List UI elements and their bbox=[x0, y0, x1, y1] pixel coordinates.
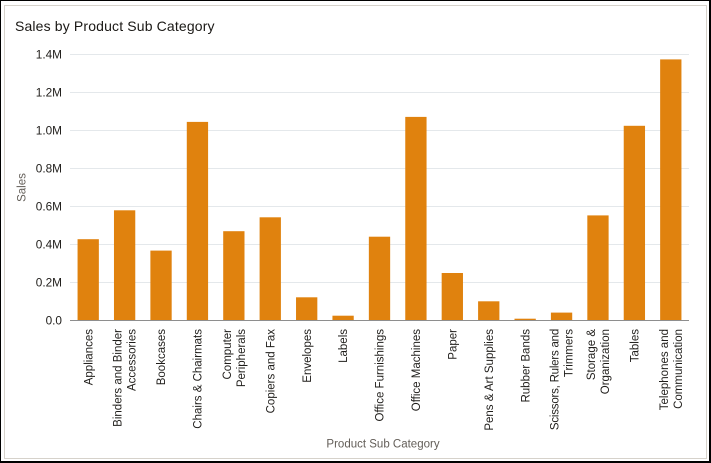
svg-text:Office Machines: Office Machines bbox=[411, 329, 423, 411]
svg-text:Copiers and Fax: Copiers and Fax bbox=[265, 329, 277, 414]
svg-text:Bookcases: Bookcases bbox=[156, 329, 168, 386]
svg-text:Office Furnishings: Office Furnishings bbox=[375, 329, 387, 422]
svg-text:Appliances: Appliances bbox=[83, 329, 95, 386]
svg-text:Tables: Tables bbox=[630, 329, 642, 362]
svg-text:Chairs & Chairmats: Chairs & Chairmats bbox=[193, 329, 205, 429]
svg-text:Sales by Product Sub Category: Sales by Product Sub Category bbox=[15, 18, 215, 34]
svg-text:Storage &Organization: Storage & Organization bbox=[586, 329, 612, 395]
svg-text:Paper: Paper bbox=[447, 329, 459, 360]
svg-text:Sales: Sales bbox=[17, 173, 29, 202]
svg-text:1.4M: 1.4M bbox=[36, 47, 62, 61]
svg-text:Labels: Labels bbox=[338, 329, 350, 363]
svg-text:Rubber Bands: Rubber Bands bbox=[520, 329, 532, 403]
svg-text:0.2M: 0.2M bbox=[36, 275, 62, 289]
svg-text:Product Sub Category: Product Sub Category bbox=[326, 439, 439, 451]
svg-text:0.8M: 0.8M bbox=[36, 161, 62, 175]
svg-text:1.2M: 1.2M bbox=[36, 85, 62, 99]
svg-text:0.6M: 0.6M bbox=[36, 199, 62, 213]
svg-text:0.0: 0.0 bbox=[46, 313, 63, 327]
svg-text:1.0M: 1.0M bbox=[36, 123, 62, 137]
svg-text:Pens & Art Supplies: Pens & Art Supplies bbox=[484, 329, 496, 431]
svg-text:0.4M: 0.4M bbox=[36, 237, 62, 251]
svg-text:Envelopes: Envelopes bbox=[302, 329, 314, 383]
